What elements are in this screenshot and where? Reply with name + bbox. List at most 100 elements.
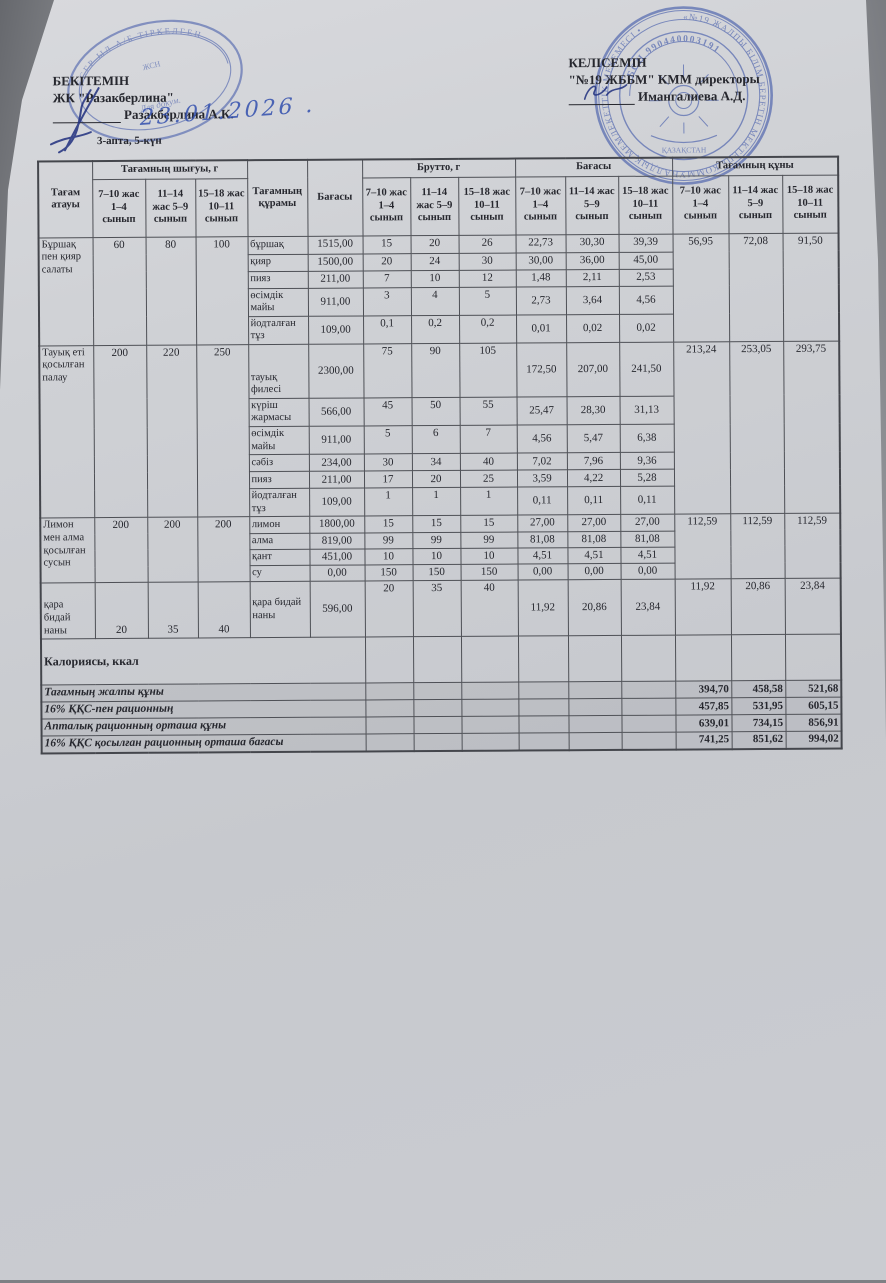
- price-cell: 0,00: [621, 563, 675, 580]
- unit-price-cell: 911,00: [309, 426, 364, 455]
- portion-cell: 200: [94, 518, 147, 583]
- ingredient-cell: йодталған тұз: [248, 316, 308, 345]
- price-cell: 0,11: [567, 487, 620, 516]
- col-header-composition: Тағамның құрамы: [247, 160, 307, 236]
- col-group-brutto: Брутто, г: [362, 159, 515, 178]
- ingredient-cell: қара бидай наны: [250, 582, 310, 638]
- brutto-cell: 40: [461, 580, 518, 636]
- table-row: 16% ҚҚС қосылған рационның орташа бағасы…: [42, 731, 842, 753]
- price-cell: 22,73: [516, 234, 566, 252]
- price-cell: 7,02: [517, 453, 567, 470]
- cost-cell: 20,86: [731, 579, 785, 635]
- brutto-cell: 30: [459, 253, 516, 270]
- brutto-cell: 40: [460, 453, 517, 470]
- price-cell: 1,48: [516, 269, 566, 286]
- brutto-cell: 24: [411, 253, 459, 270]
- unit-price-cell: 2300,00: [308, 344, 363, 398]
- brutto-cell: 0,1: [363, 315, 411, 343]
- price-cell: 3,64: [566, 286, 619, 315]
- price-cell: 0,11: [517, 487, 567, 515]
- brutto-cell: 4: [411, 287, 459, 315]
- dish-name-cell: Бұршақ пен қияр салаты: [39, 237, 94, 346]
- unit-price-cell: 1800,00: [309, 516, 364, 533]
- brutto-cell: 20: [365, 581, 413, 637]
- agree-name: Имангалиева А.Д.: [638, 88, 746, 104]
- empty-cell: [365, 683, 413, 700]
- summary-value: 394,70: [675, 681, 731, 698]
- col-header-age: 11–14 жас 5–9 сынып: [145, 179, 195, 237]
- price-cell: 9,36: [620, 452, 674, 469]
- price-cell: 207,00: [566, 342, 619, 396]
- brutto-cell: 105: [459, 343, 516, 397]
- summary-label: 16% ҚҚС-пен рационның: [41, 700, 365, 719]
- price-cell: 23,84: [621, 579, 675, 635]
- price-cell: 20,86: [568, 580, 621, 636]
- cost-cell: 253,05: [729, 341, 784, 514]
- ingredient-cell: алма: [249, 533, 309, 550]
- price-cell: 5,47: [567, 424, 620, 453]
- price-cell: 4,56: [517, 425, 567, 453]
- empty-cell: [413, 700, 461, 717]
- col-group-cost: Тағамның құны: [672, 157, 838, 176]
- price-cell: 4,51: [517, 548, 567, 564]
- unit-price-cell: 596,00: [310, 581, 365, 637]
- price-cell: 3,59: [517, 470, 567, 487]
- empty-cell: [518, 682, 568, 699]
- unit-price-cell: 1515,00: [308, 235, 363, 253]
- price-cell: 4,51: [620, 547, 674, 564]
- portion-cell: 60: [93, 237, 147, 346]
- brutto-cell: 7: [460, 425, 517, 454]
- brutto-cell: 1: [460, 487, 517, 516]
- brutto-cell: 10: [364, 548, 412, 564]
- unit-price-cell: 0,00: [310, 565, 365, 582]
- cost-cell: 11,92: [675, 579, 731, 635]
- ingredient-cell: күріш жармасы: [249, 398, 309, 427]
- brutto-cell: 20: [411, 235, 459, 253]
- brutto-cell: 30: [364, 454, 412, 471]
- unit-price-cell: 211,00: [309, 471, 364, 488]
- table-header: Тағам атауы Тағамның шығуы, г Тағамның қ…: [38, 157, 839, 238]
- signature-line: [569, 92, 635, 105]
- summary-label: 16% ҚҚС қосылған рационның орташа бағасы: [42, 734, 366, 753]
- brutto-cell: 0,2: [459, 315, 516, 344]
- col-header-age: 15–18 жас 10–11 сынып: [618, 176, 672, 234]
- empty-cell: [461, 699, 518, 716]
- empty-cell: [365, 637, 413, 683]
- price-cell: 0,02: [619, 314, 673, 343]
- summary-value: 605,15: [785, 697, 841, 714]
- price-cell: 11,92: [518, 580, 568, 636]
- brutto-cell: 75: [363, 344, 411, 398]
- summary-value: 851,62: [732, 732, 786, 750]
- unit-price-cell: 109,00: [309, 488, 364, 517]
- empty-cell: [365, 717, 413, 734]
- brutto-cell: 35: [413, 581, 461, 637]
- unit-price-cell: 234,00: [309, 454, 364, 471]
- unit-price-cell: 211,00: [308, 270, 363, 287]
- col-header-age: 11–14 жас 5–9 сынып: [728, 175, 782, 233]
- empty-cell: [518, 636, 568, 682]
- ingredient-cell: су: [250, 565, 310, 582]
- brutto-cell: 99: [364, 532, 412, 548]
- price-cell: 0,00: [568, 563, 621, 580]
- summary-value: 639,01: [675, 715, 731, 732]
- menu-table: Тағам атауы Тағамның шығуы, г Тағамның қ…: [37, 156, 843, 755]
- portion-cell: 200: [147, 517, 197, 582]
- cost-cell: 91,50: [783, 233, 840, 342]
- price-cell: 7,96: [567, 453, 620, 470]
- unit-price-cell: 566,00: [309, 398, 364, 427]
- signature-line: [53, 110, 121, 123]
- empty-cell: [785, 634, 841, 680]
- price-cell: 81,08: [567, 531, 620, 548]
- stamp-line1: ЖСН: [142, 59, 162, 72]
- empty-cell: [413, 717, 461, 734]
- col-header-age: 7–10 жас 1–4 сынып: [672, 175, 728, 233]
- price-cell: 30,00: [516, 252, 566, 269]
- col-group-output: Тағамның шығуы, г: [92, 160, 247, 179]
- price-cell: 4,56: [619, 286, 673, 315]
- agree-title: КЕЛІСЕМІН: [568, 53, 759, 71]
- portion-cell: 200: [197, 517, 249, 582]
- empty-cell: [621, 681, 675, 698]
- cost-cell: 72,08: [729, 233, 784, 342]
- price-cell: 28,30: [567, 396, 620, 425]
